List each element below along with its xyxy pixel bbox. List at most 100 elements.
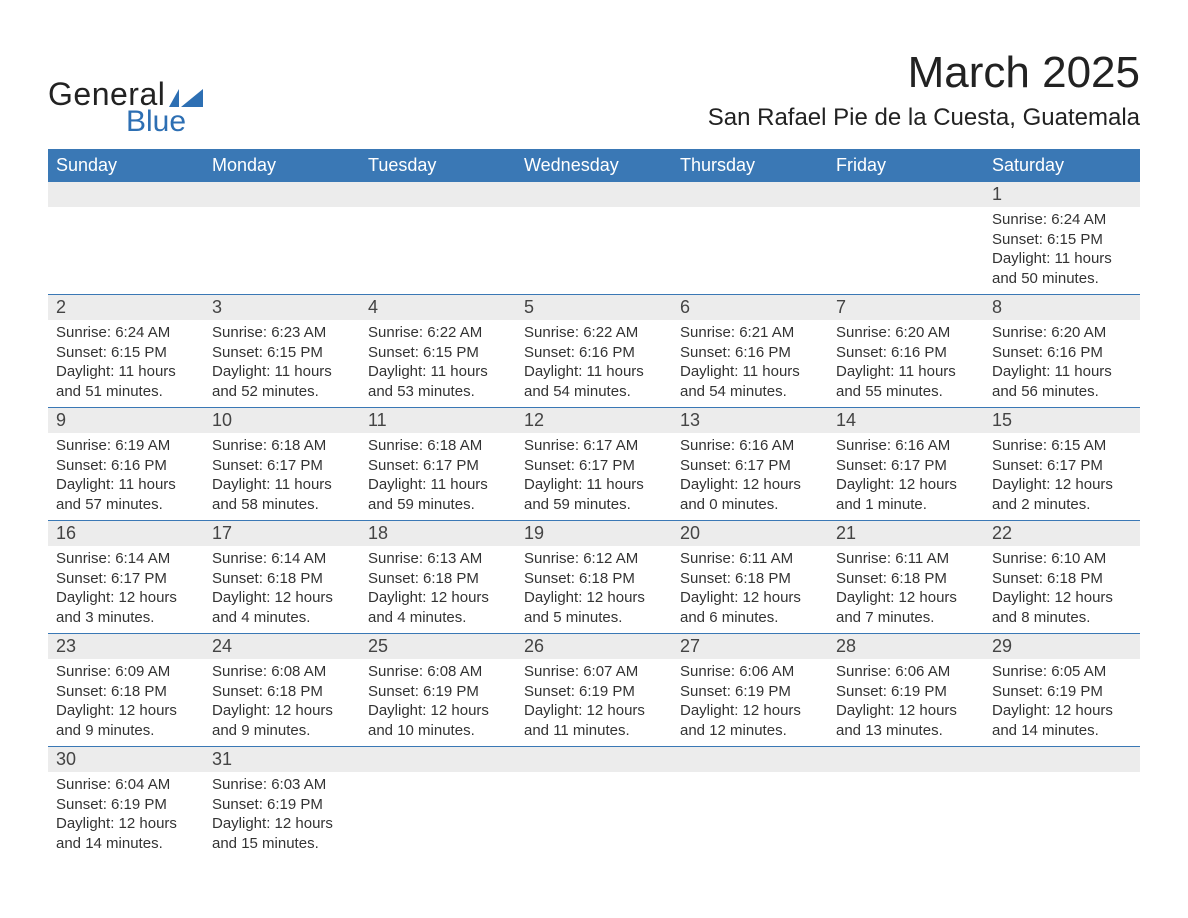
day-number-cell	[516, 182, 672, 207]
day-number-cell	[516, 747, 672, 773]
day-number-cell: 10	[204, 408, 360, 434]
day-detail-cell: Sunrise: 6:05 AMSunset: 6:19 PMDaylight:…	[984, 659, 1140, 747]
day-number-cell: 20	[672, 521, 828, 547]
day-number-cell	[360, 182, 516, 207]
day-detail-cell: Sunrise: 6:09 AMSunset: 6:18 PMDaylight:…	[48, 659, 204, 747]
day-number-cell: 7	[828, 295, 984, 321]
day-header: Sunday	[48, 149, 204, 182]
calendar-table: Sunday Monday Tuesday Wednesday Thursday…	[48, 149, 1140, 859]
week-daynum-row: 23242526272829	[48, 634, 1140, 660]
day-detail-cell	[828, 772, 984, 859]
location-subtitle: San Rafael Pie de la Cuesta, Guatemala	[708, 104, 1140, 132]
week-detail-row: Sunrise: 6:24 AMSunset: 6:15 PMDaylight:…	[48, 320, 1140, 408]
day-detail-cell: Sunrise: 6:07 AMSunset: 6:19 PMDaylight:…	[516, 659, 672, 747]
day-number-cell	[48, 182, 204, 207]
day-detail-cell: Sunrise: 6:11 AMSunset: 6:18 PMDaylight:…	[672, 546, 828, 634]
week-detail-row: Sunrise: 6:09 AMSunset: 6:18 PMDaylight:…	[48, 659, 1140, 747]
day-detail-cell	[204, 207, 360, 295]
day-detail-cell	[828, 207, 984, 295]
day-number-cell: 2	[48, 295, 204, 321]
day-detail-cell	[48, 207, 204, 295]
day-number-cell: 22	[984, 521, 1140, 547]
day-number-cell: 18	[360, 521, 516, 547]
day-number-cell: 6	[672, 295, 828, 321]
day-detail-cell: Sunrise: 6:11 AMSunset: 6:18 PMDaylight:…	[828, 546, 984, 634]
day-header: Wednesday	[516, 149, 672, 182]
day-detail-cell: Sunrise: 6:17 AMSunset: 6:17 PMDaylight:…	[516, 433, 672, 521]
day-number-cell	[672, 182, 828, 207]
day-number-cell: 1	[984, 182, 1140, 207]
day-number-cell: 15	[984, 408, 1140, 434]
day-detail-cell: Sunrise: 6:14 AMSunset: 6:17 PMDaylight:…	[48, 546, 204, 634]
day-detail-cell: Sunrise: 6:16 AMSunset: 6:17 PMDaylight:…	[828, 433, 984, 521]
day-number-cell	[360, 747, 516, 773]
day-header: Monday	[204, 149, 360, 182]
week-detail-row: Sunrise: 6:14 AMSunset: 6:17 PMDaylight:…	[48, 546, 1140, 634]
day-number-cell	[672, 747, 828, 773]
day-header: Friday	[828, 149, 984, 182]
day-detail-cell	[516, 207, 672, 295]
day-number-cell: 9	[48, 408, 204, 434]
day-detail-cell: Sunrise: 6:15 AMSunset: 6:17 PMDaylight:…	[984, 433, 1140, 521]
day-detail-cell: Sunrise: 6:19 AMSunset: 6:16 PMDaylight:…	[48, 433, 204, 521]
day-detail-cell: Sunrise: 6:16 AMSunset: 6:17 PMDaylight:…	[672, 433, 828, 521]
day-number-cell: 14	[828, 408, 984, 434]
day-number-cell: 23	[48, 634, 204, 660]
day-detail-cell: Sunrise: 6:24 AMSunset: 6:15 PMDaylight:…	[48, 320, 204, 408]
header: General Blue March 2025 San Rafael Pie d…	[48, 48, 1140, 139]
day-detail-cell	[360, 772, 516, 859]
day-detail-cell: Sunrise: 6:22 AMSunset: 6:16 PMDaylight:…	[516, 320, 672, 408]
day-detail-cell: Sunrise: 6:18 AMSunset: 6:17 PMDaylight:…	[204, 433, 360, 521]
day-number-cell: 3	[204, 295, 360, 321]
day-number-cell: 21	[828, 521, 984, 547]
day-detail-cell	[360, 207, 516, 295]
day-detail-cell	[984, 772, 1140, 859]
week-detail-row: Sunrise: 6:04 AMSunset: 6:19 PMDaylight:…	[48, 772, 1140, 859]
day-header-row: Sunday Monday Tuesday Wednesday Thursday…	[48, 149, 1140, 182]
day-number-cell: 26	[516, 634, 672, 660]
day-detail-cell: Sunrise: 6:23 AMSunset: 6:15 PMDaylight:…	[204, 320, 360, 408]
week-detail-row: Sunrise: 6:19 AMSunset: 6:16 PMDaylight:…	[48, 433, 1140, 521]
day-detail-cell: Sunrise: 6:08 AMSunset: 6:19 PMDaylight:…	[360, 659, 516, 747]
day-detail-cell: Sunrise: 6:20 AMSunset: 6:16 PMDaylight:…	[828, 320, 984, 408]
month-title: March 2025	[708, 48, 1140, 98]
day-detail-cell: Sunrise: 6:04 AMSunset: 6:19 PMDaylight:…	[48, 772, 204, 859]
day-number-cell: 17	[204, 521, 360, 547]
day-number-cell: 29	[984, 634, 1140, 660]
day-number-cell: 5	[516, 295, 672, 321]
day-number-cell: 16	[48, 521, 204, 547]
day-number-cell: 4	[360, 295, 516, 321]
day-number-cell: 19	[516, 521, 672, 547]
day-number-cell: 30	[48, 747, 204, 773]
day-number-cell: 27	[672, 634, 828, 660]
logo: General Blue	[48, 48, 203, 139]
day-detail-cell: Sunrise: 6:22 AMSunset: 6:15 PMDaylight:…	[360, 320, 516, 408]
logo-shape-icon	[169, 85, 203, 107]
week-detail-row: Sunrise: 6:24 AMSunset: 6:15 PMDaylight:…	[48, 207, 1140, 295]
day-detail-cell: Sunrise: 6:24 AMSunset: 6:15 PMDaylight:…	[984, 207, 1140, 295]
day-detail-cell: Sunrise: 6:18 AMSunset: 6:17 PMDaylight:…	[360, 433, 516, 521]
day-detail-cell: Sunrise: 6:20 AMSunset: 6:16 PMDaylight:…	[984, 320, 1140, 408]
day-number-cell: 25	[360, 634, 516, 660]
day-detail-cell: Sunrise: 6:14 AMSunset: 6:18 PMDaylight:…	[204, 546, 360, 634]
day-header: Tuesday	[360, 149, 516, 182]
day-detail-cell: Sunrise: 6:10 AMSunset: 6:18 PMDaylight:…	[984, 546, 1140, 634]
week-daynum-row: 1	[48, 182, 1140, 207]
day-header: Thursday	[672, 149, 828, 182]
day-detail-cell	[516, 772, 672, 859]
day-detail-cell: Sunrise: 6:12 AMSunset: 6:18 PMDaylight:…	[516, 546, 672, 634]
day-number-cell	[984, 747, 1140, 773]
day-detail-cell	[672, 207, 828, 295]
day-number-cell: 13	[672, 408, 828, 434]
day-detail-cell: Sunrise: 6:06 AMSunset: 6:19 PMDaylight:…	[672, 659, 828, 747]
day-number-cell	[828, 182, 984, 207]
week-daynum-row: 16171819202122	[48, 521, 1140, 547]
day-number-cell	[204, 182, 360, 207]
day-detail-cell: Sunrise: 6:08 AMSunset: 6:18 PMDaylight:…	[204, 659, 360, 747]
logo-word2: Blue	[126, 105, 186, 139]
day-number-cell: 31	[204, 747, 360, 773]
week-daynum-row: 9101112131415	[48, 408, 1140, 434]
day-number-cell: 12	[516, 408, 672, 434]
day-number-cell: 28	[828, 634, 984, 660]
day-detail-cell: Sunrise: 6:03 AMSunset: 6:19 PMDaylight:…	[204, 772, 360, 859]
